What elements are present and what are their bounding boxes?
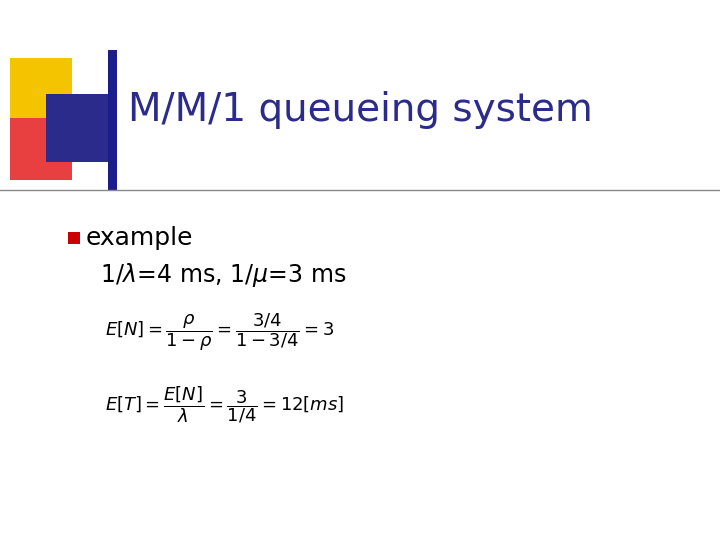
Bar bbox=[68, 232, 80, 244]
Text: $E[T]=\dfrac{E[N]}{\lambda}=\dfrac{3}{1/4}=12[ms]$: $E[T]=\dfrac{E[N]}{\lambda}=\dfrac{3}{1/… bbox=[105, 384, 344, 426]
Text: M/M/1 queueing system: M/M/1 queueing system bbox=[128, 91, 593, 129]
Bar bbox=[10, 118, 72, 180]
Bar bbox=[46, 94, 114, 162]
Bar bbox=[10, 58, 72, 120]
Bar bbox=[108, 50, 117, 190]
Text: 1/$\lambda$=4 ms, 1/$\mu$=3 ms: 1/$\lambda$=4 ms, 1/$\mu$=3 ms bbox=[100, 261, 346, 289]
Text: example: example bbox=[86, 226, 194, 250]
Text: $E[N]=\dfrac{\rho}{1-\rho}=\dfrac{3/4}{1-3/4}=3$: $E[N]=\dfrac{\rho}{1-\rho}=\dfrac{3/4}{1… bbox=[105, 311, 334, 353]
